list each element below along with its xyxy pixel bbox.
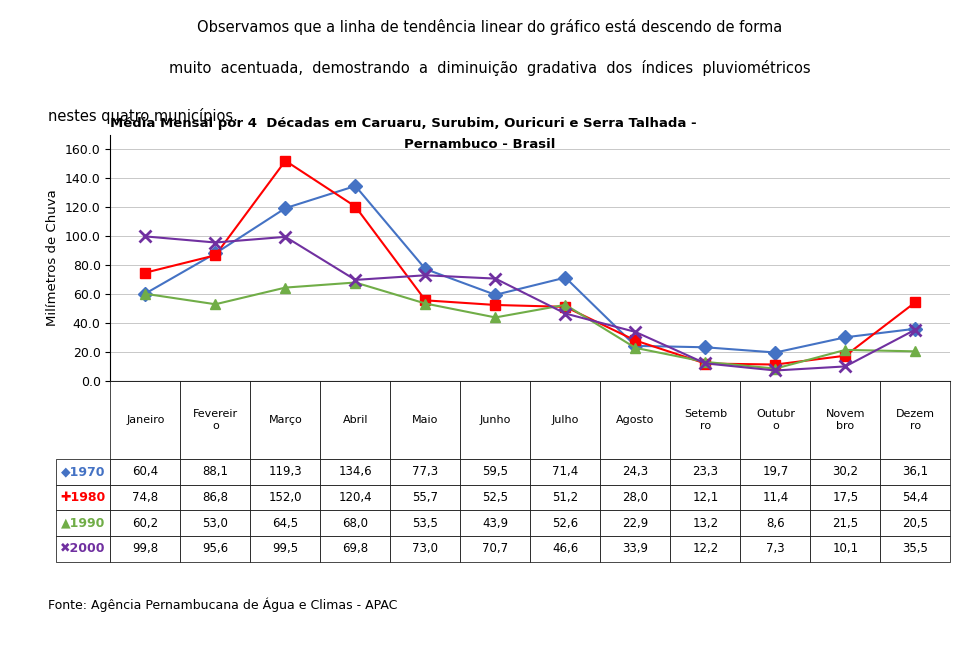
Text: Pernambuco - Brasil: Pernambuco - Brasil — [404, 138, 556, 150]
2000 — [910, 326, 922, 334]
1980 — [910, 298, 922, 306]
1990 — [209, 300, 221, 308]
Line: 1980: 1980 — [140, 156, 921, 369]
2000 — [279, 233, 291, 241]
Text: Média Mensal por 4  Décadas em Caruaru, Surubim, Ouricuri e Serra Talhada -: Média Mensal por 4 Décadas em Caruaru, S… — [110, 117, 697, 130]
1980 — [209, 252, 221, 260]
1990 — [420, 300, 431, 307]
1990 — [139, 290, 151, 298]
2000 — [700, 359, 711, 367]
1970 — [840, 333, 852, 341]
Text: nestes quatro municípios.: nestes quatro municípios. — [48, 108, 238, 124]
Line: 1990: 1990 — [140, 278, 921, 373]
1980 — [279, 157, 291, 165]
1990 — [700, 358, 711, 366]
2000 — [349, 276, 361, 284]
1980 — [560, 303, 571, 311]
1990 — [630, 344, 641, 351]
1990 — [910, 348, 922, 355]
1980 — [770, 361, 781, 369]
1970 — [279, 204, 291, 212]
Line: 1970: 1970 — [140, 181, 921, 357]
1970 — [420, 265, 431, 273]
1970 — [560, 273, 571, 281]
1990 — [490, 313, 501, 321]
1980 — [490, 301, 501, 309]
Y-axis label: Milímetros de Chuva: Milímetros de Chuva — [46, 189, 60, 327]
2000 — [420, 271, 431, 279]
Text: Observamos que a linha de tendência linear do gráfico está descendo de forma: Observamos que a linha de tendência line… — [197, 19, 782, 35]
1970 — [490, 291, 501, 299]
2000 — [770, 367, 781, 374]
1980 — [349, 202, 361, 210]
2000 — [139, 233, 151, 240]
1990 — [349, 279, 361, 286]
Text: muito  acentuada,  demostrando  a  diminuição  gradativa  dos  índices  pluviomé: muito acentuada, demostrando a diminuiçã… — [169, 60, 810, 76]
1990 — [770, 365, 781, 373]
1980 — [840, 351, 852, 359]
1970 — [349, 182, 361, 190]
2000 — [209, 238, 221, 246]
1990 — [840, 346, 852, 354]
1970 — [630, 342, 641, 350]
1990 — [279, 284, 291, 292]
1970 — [770, 349, 781, 357]
1980 — [630, 336, 641, 344]
1980 — [139, 269, 151, 277]
1990 — [560, 301, 571, 309]
2000 — [490, 275, 501, 283]
1970 — [910, 325, 922, 332]
1980 — [700, 359, 711, 367]
1970 — [209, 250, 221, 258]
1970 — [139, 290, 151, 298]
2000 — [840, 363, 852, 371]
Text: Fonte: Agência Pernambucana de Água e Climas - APAC: Fonte: Agência Pernambucana de Água e Cl… — [48, 597, 397, 612]
1980 — [420, 296, 431, 304]
1970 — [700, 344, 711, 351]
Line: 2000: 2000 — [140, 231, 921, 376]
2000 — [560, 309, 571, 317]
2000 — [630, 328, 641, 336]
